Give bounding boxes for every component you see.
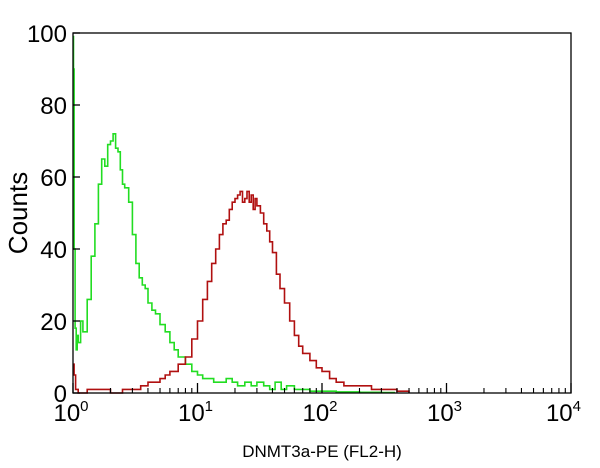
x-tick-exponent-0: 0 — [80, 398, 88, 415]
y-tick-label-80: 80 — [40, 93, 67, 120]
plot-frame — [72, 32, 572, 394]
series-line-1 — [72, 35, 395, 394]
x-axis: 100 101 102 103 104 — [53, 383, 581, 427]
y-tick-label-40: 40 — [40, 237, 67, 264]
x-tick-exponent-2: 2 — [329, 398, 337, 415]
x-tick-exponent-3: 3 — [454, 398, 462, 415]
x-tick-label-2: 102 — [302, 398, 337, 427]
x-axis-title: DNMT3a-PE (FL2-H) — [242, 442, 402, 461]
y-axis: 0 20 40 60 80 100 — [27, 21, 80, 408]
series-line-2 — [73, 190, 410, 394]
x-tick-label-3: 103 — [427, 398, 462, 427]
x-tick-exponent-4: 4 — [573, 398, 581, 415]
x-tick-exponent-1: 1 — [205, 398, 213, 415]
y-tick-label-0: 0 — [54, 381, 67, 408]
x-tick-label-4: 104 — [546, 398, 581, 427]
y-axis-title: Counts — [3, 172, 33, 254]
y-tick-label-100: 100 — [27, 21, 67, 48]
y-tick-label-20: 20 — [40, 309, 67, 336]
x-tick-label-1: 101 — [178, 398, 213, 427]
plot-series — [72, 35, 410, 394]
x-tick-label-0: 100 — [53, 398, 88, 427]
y-tick-label-60: 60 — [40, 165, 67, 192]
